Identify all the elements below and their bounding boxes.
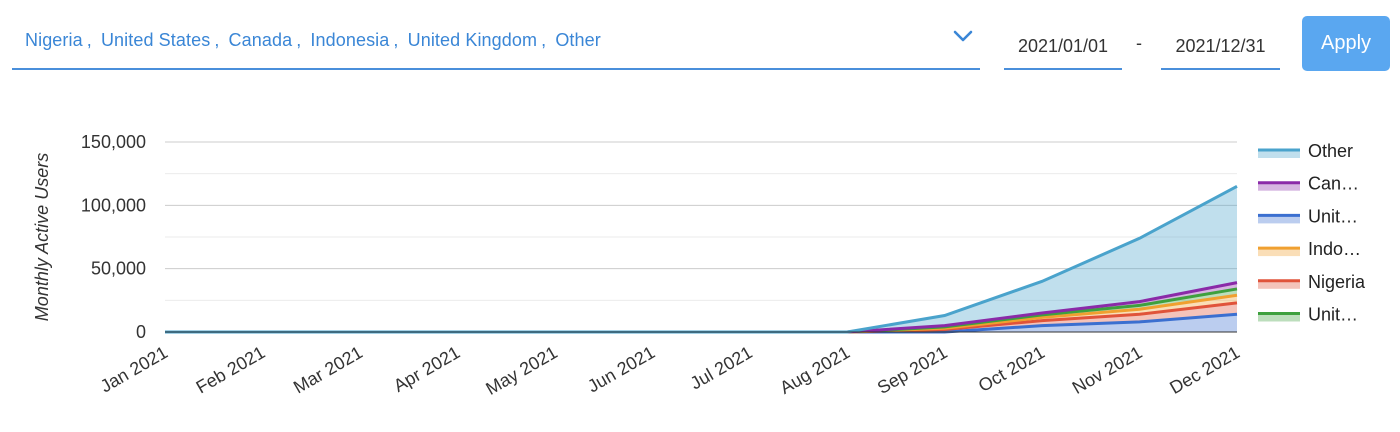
y-tick-label: 150,000 (81, 132, 146, 152)
x-tick-label: Feb 2021 (193, 342, 269, 397)
x-tick-label: Jun 2021 (584, 342, 658, 396)
x-tick-label: Mar 2021 (290, 342, 366, 397)
x-tick-label: Oct 2021 (975, 342, 1048, 396)
country-multiselect[interactable]: Nigeria, United States, Canada, Indonesi… (12, 20, 980, 70)
country-chip: Nigeria, (25, 30, 92, 50)
legend-swatch (1258, 248, 1300, 257)
legend-swatch (1258, 215, 1300, 224)
start-date-input[interactable]: 2021/01/01 (1004, 20, 1122, 70)
x-tick-label: Apr 2021 (390, 342, 463, 396)
country-chip: Other (555, 30, 601, 50)
date-separator: - (1136, 33, 1142, 53)
legend-label: Can… (1308, 174, 1359, 194)
legend-swatch (1258, 280, 1300, 289)
legend-label: Unit… (1308, 305, 1358, 325)
mau-stacked-area-chart: 0 50,000 100,000 150,000 Monthly Active User… (32, 132, 1366, 399)
legend-swatch (1258, 313, 1300, 322)
x-tick-label: Jul 2021 (687, 342, 756, 393)
legend-label: Unit… (1308, 206, 1358, 226)
legend-label: Indo… (1308, 239, 1361, 259)
x-tick-label: Sep 2021 (874, 342, 951, 398)
selected-countries: Nigeria, United States, Canada, Indonesi… (25, 30, 609, 51)
series-area (165, 314, 1237, 332)
legend-swatch (1258, 182, 1300, 191)
legend-label: Nigeria (1308, 272, 1366, 292)
y-tick-label: 0 (136, 322, 146, 342)
chevron-down-icon[interactable] (952, 28, 974, 44)
y-tick-label: 50,000 (91, 259, 146, 279)
country-chip: United Kingdom, (407, 30, 547, 50)
legend-label: Other (1308, 141, 1353, 161)
y-axis-label: Monthly Active Users (32, 153, 52, 321)
apply-button[interactable]: Apply (1302, 16, 1390, 71)
legend-swatch (1258, 150, 1300, 158)
x-tick-label: Nov 2021 (1069, 342, 1146, 398)
x-tick-label: Jan 2021 (97, 342, 171, 396)
end-date-input[interactable]: 2021/12/31 (1161, 20, 1280, 70)
country-chip: Canada, (228, 30, 302, 50)
country-chip: Indonesia, (310, 30, 399, 50)
x-tick-label: May 2021 (482, 342, 560, 399)
y-tick-label: 100,000 (81, 195, 146, 215)
x-tick-label: Dec 2021 (1166, 342, 1243, 398)
country-chip: United States, (100, 30, 220, 50)
x-tick-label: Aug 2021 (776, 342, 853, 398)
